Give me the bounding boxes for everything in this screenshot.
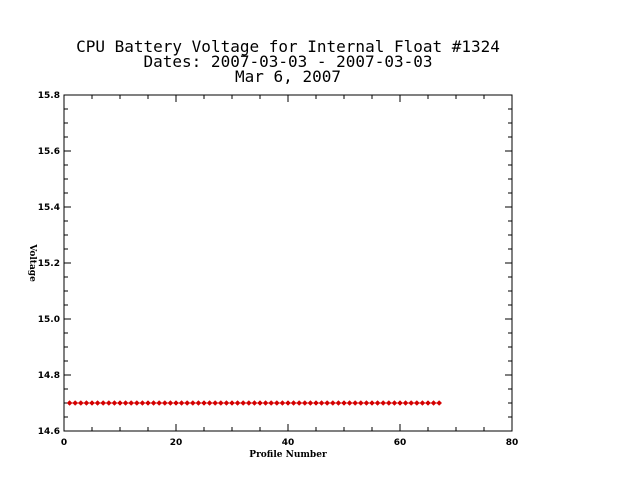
data-point (223, 400, 230, 406)
data-point (363, 400, 370, 406)
y-tick-label: 15.6 (38, 147, 60, 157)
y-tick-label: 15.4 (38, 203, 60, 213)
data-point (122, 400, 129, 406)
chart-title-line-1: CPU Battery Voltage for Internal Float #… (76, 37, 500, 56)
y-tick-label: 14.6 (38, 427, 60, 437)
data-point (145, 400, 151, 406)
data-point (279, 400, 286, 406)
x-tick-label: 0 (61, 438, 67, 448)
data-point (128, 400, 135, 406)
x-tick-label: 40 (282, 438, 295, 448)
data-point (352, 400, 359, 406)
data-point (72, 400, 79, 406)
data-point (173, 400, 179, 406)
data-point (301, 400, 308, 406)
data-point (240, 400, 247, 406)
data-point (245, 400, 252, 406)
data-point (318, 400, 325, 406)
y-tick-label: 15.2 (38, 259, 60, 269)
data-point (436, 400, 443, 406)
data-point (329, 400, 336, 406)
x-tick-label: 60 (394, 438, 407, 448)
data-point (105, 400, 112, 406)
data-point (324, 400, 331, 406)
data-point (133, 400, 140, 406)
data-point (290, 400, 297, 406)
data-point (357, 400, 364, 406)
data-point (66, 400, 73, 406)
data-point (206, 400, 213, 406)
x-tick-label: 20 (170, 438, 183, 448)
data-point (346, 400, 353, 406)
data-point (296, 400, 303, 406)
data-point (273, 400, 280, 406)
data-point (257, 400, 263, 406)
data-point (234, 400, 241, 406)
data-point (217, 400, 224, 406)
data-point (100, 400, 107, 406)
data-point (139, 400, 146, 406)
data-point (402, 400, 409, 406)
data-point (262, 400, 269, 406)
data-point (251, 400, 258, 406)
plot-frame (63, 94, 513, 432)
chart-title-line-2: Dates: 2007-03-03 - 2007-03-03 (144, 52, 433, 71)
x-tick-label: 80 (506, 438, 519, 448)
data-point (77, 400, 84, 406)
data-point (408, 400, 415, 406)
data-point (195, 400, 202, 406)
data-point (268, 400, 275, 406)
data-point (369, 400, 375, 406)
data-point (167, 400, 174, 406)
data-point (385, 400, 392, 406)
y-tick-label: 14.8 (38, 371, 60, 381)
x-axis-label: Profile Number (249, 450, 327, 460)
data-point (397, 400, 403, 406)
data-point (212, 400, 219, 406)
chart-title-line-3: Mar 6, 2007 (235, 67, 341, 86)
data-point (307, 400, 314, 406)
data-point (184, 400, 191, 406)
data-point (335, 400, 342, 406)
data-point (189, 400, 196, 406)
data-point (430, 400, 437, 406)
plot-area: 0 20 40 60 80 14.6 14.8 15.0 15.2 15.4 15.6 15.8 (38, 91, 518, 448)
data-point (341, 400, 347, 406)
data-point (413, 400, 420, 406)
data-point (374, 400, 381, 406)
data-point (111, 400, 118, 406)
data-point (285, 400, 291, 406)
data-point (380, 400, 387, 406)
data-point (150, 400, 157, 406)
data-point (425, 400, 431, 406)
data-point (229, 400, 235, 406)
y-tick-label: 15.0 (38, 315, 60, 325)
data-point (391, 400, 398, 406)
data-point (201, 400, 207, 406)
data-point (83, 400, 90, 406)
data-point (94, 400, 101, 406)
data-point (313, 400, 319, 406)
data-point (161, 400, 168, 406)
y-tick-label: 15.8 (38, 91, 60, 101)
data-point (178, 400, 185, 406)
y-axis-label: Voltage (27, 243, 37, 282)
data-point (117, 400, 123, 406)
data-point (156, 400, 163, 406)
data-point (89, 400, 95, 406)
data-point (419, 400, 426, 406)
